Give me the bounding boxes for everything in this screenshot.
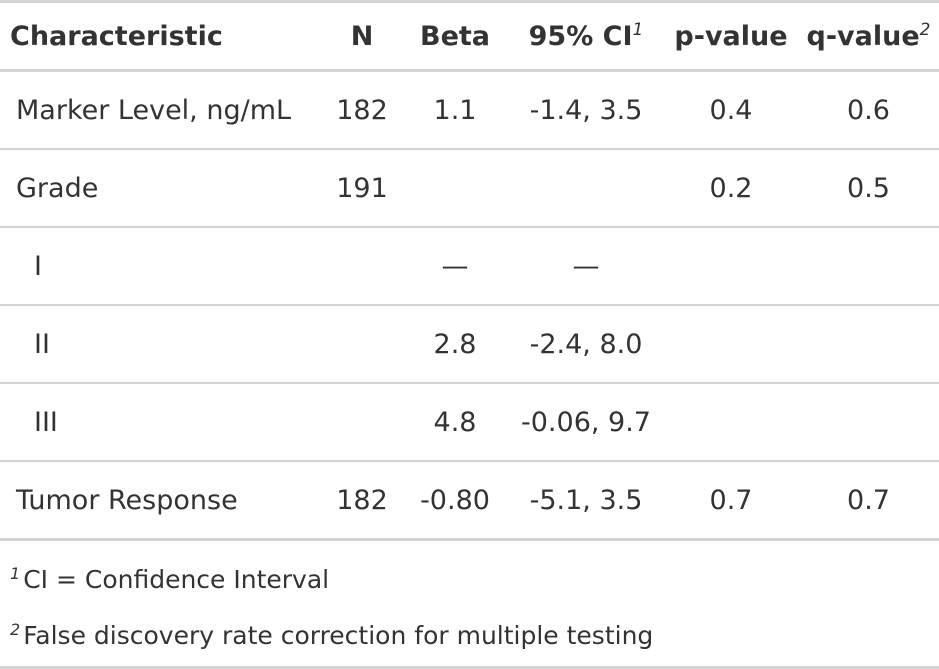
footnote-1-mark: 1: [10, 564, 21, 583]
cell-qvalue: [798, 383, 939, 462]
header-qvalue-footnote-mark: 2: [919, 19, 931, 40]
cell-ci: —: [508, 227, 664, 306]
cell-ci: [508, 149, 664, 228]
cell-n: 191: [322, 149, 402, 228]
cell-qvalue: [798, 227, 939, 306]
cell-beta: 4.8: [402, 383, 508, 462]
cell-beta: 2.8: [402, 305, 508, 384]
row-label: Marker Level, ng/mL: [0, 70, 322, 150]
cell-n: [322, 383, 402, 462]
table-row: III 4.8 -0.06, 9.7: [0, 383, 939, 462]
table-row: Grade 191 0.2 0.5: [0, 149, 939, 228]
cell-qvalue: 0.5: [798, 149, 939, 228]
cell-pvalue: [664, 383, 798, 462]
table-header: Characteristic N Beta 95% CI1 p-value q-…: [0, 1, 939, 72]
header-qvalue-label: q-value: [806, 20, 920, 52]
cell-n: [322, 305, 402, 384]
table-row: II 2.8 -2.4, 8.0: [0, 305, 939, 384]
cell-pvalue: 0.4: [664, 70, 798, 150]
header-characteristic: Characteristic: [0, 1, 322, 72]
header-ci-label: 95% CI: [528, 20, 633, 52]
cell-n: 182: [322, 461, 402, 541]
footnote-2-text: False discovery rate correction for mult…: [23, 621, 654, 650]
cell-beta: [402, 149, 508, 228]
cell-pvalue: 0.2: [664, 149, 798, 228]
footnote-1: 1 CI = Confidence Interval: [10, 565, 329, 594]
row-label: I: [0, 227, 322, 306]
cell-pvalue: [664, 227, 798, 306]
cell-n: 182: [322, 70, 402, 150]
header-beta: Beta: [402, 1, 508, 72]
footnote-2: 2 False discovery rate correction for mul…: [10, 621, 653, 650]
header-n: N: [322, 1, 402, 72]
cell-pvalue: 0.7: [664, 461, 798, 541]
cell-qvalue: 0.6: [798, 70, 939, 150]
cell-beta: —: [402, 227, 508, 306]
cell-qvalue: 0.7: [798, 461, 939, 541]
footnote-2-mark: 2: [10, 620, 21, 639]
cell-beta: 1.1: [402, 70, 508, 150]
cell-ci: -1.4, 3.5: [508, 70, 664, 150]
regression-table: Characteristic N Beta 95% CI1 p-value q-…: [0, 0, 939, 541]
header-row: Characteristic N Beta 95% CI1 p-value q-…: [0, 1, 939, 72]
footnote-1-text: CI = Confidence Interval: [23, 565, 330, 594]
header-ci: 95% CI1: [508, 1, 664, 72]
table-body: Marker Level, ng/mL 182 1.1 -1.4, 3.5 0.…: [0, 70, 939, 541]
table-row: Tumor Response 182 -0.80 -5.1, 3.5 0.7 0…: [0, 461, 939, 541]
row-label: Tumor Response: [0, 461, 322, 541]
cell-qvalue: [798, 305, 939, 384]
header-pvalue: p-value: [664, 1, 798, 72]
cell-pvalue: [664, 305, 798, 384]
row-label: II: [0, 305, 322, 384]
cell-ci: -5.1, 3.5: [508, 461, 664, 541]
table-row: I — —: [0, 227, 939, 306]
cell-ci: -2.4, 8.0: [508, 305, 664, 384]
cell-n: [322, 227, 402, 306]
row-label: Grade: [0, 149, 322, 228]
cell-ci: -0.06, 9.7: [508, 383, 664, 462]
header-ci-footnote-mark: 1: [632, 19, 644, 40]
table-footnotes: 1 CI = Confidence Interval 2 False discove…: [0, 547, 939, 669]
cell-beta: -0.80: [402, 461, 508, 541]
table-row: Marker Level, ng/mL 182 1.1 -1.4, 3.5 0.…: [0, 70, 939, 150]
header-qvalue: q-value2: [798, 1, 939, 72]
row-label: III: [0, 383, 322, 462]
